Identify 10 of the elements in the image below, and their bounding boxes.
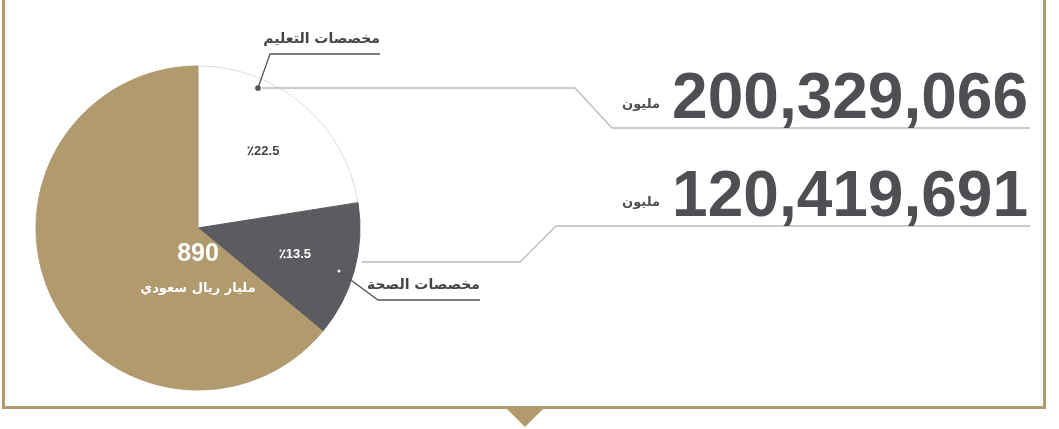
text: 200,329,066 (672, 60, 1028, 132)
text: 890 (177, 238, 219, 266)
data-label: ٪22.5 (247, 143, 280, 159)
data-label: ٪13.5 (278, 246, 312, 262)
slice-label: مخصصات الصحة (367, 276, 480, 292)
text: 120,419,691 (672, 158, 1028, 230)
text: مليون (622, 194, 660, 209)
slice-label: مخصصات التعليم (263, 30, 380, 46)
text: مليار ريال سعودي (139, 280, 257, 295)
text: مليون (622, 96, 660, 111)
